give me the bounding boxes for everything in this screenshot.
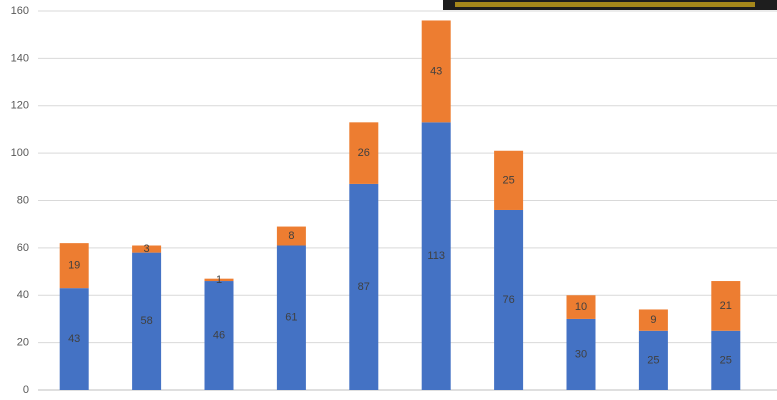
- data-label: 58: [140, 315, 152, 327]
- y-tick-label: 140: [11, 52, 29, 64]
- bar-segment: [59, 243, 89, 289]
- data-label: 46: [213, 329, 225, 341]
- bar-segment: [711, 281, 741, 331]
- bar-segment: [638, 330, 668, 390]
- bar-segment: [494, 150, 524, 210]
- data-label: 25: [647, 354, 659, 366]
- data-label: 3: [144, 243, 150, 255]
- data-label: 30: [575, 348, 587, 360]
- bar-segment: [349, 122, 379, 184]
- bar-segment: [566, 318, 596, 390]
- bar-segment: [204, 278, 234, 282]
- bar-segment: [204, 281, 234, 390]
- y-tick-label: 160: [11, 5, 29, 17]
- data-label: 8: [288, 230, 294, 242]
- bar-segment: [494, 209, 524, 390]
- bar-segment: [276, 226, 306, 246]
- y-tick-label: 20: [17, 337, 29, 349]
- bar-segment: [421, 20, 451, 123]
- data-label: 1: [216, 274, 222, 286]
- bar-segment: [132, 245, 162, 253]
- data-label: 113: [427, 250, 445, 262]
- y-tick-label: 80: [17, 194, 29, 206]
- data-label: 43: [430, 65, 442, 77]
- y-tick-label: 120: [11, 100, 29, 112]
- bar-segment: [59, 288, 89, 390]
- bar-segment: [566, 295, 596, 319]
- data-label: 19: [68, 260, 80, 272]
- bar-segment: [132, 252, 162, 390]
- y-tick-label: 40: [17, 289, 29, 301]
- data-label: 10: [575, 301, 587, 313]
- data-label: 76: [502, 294, 514, 306]
- data-label: 87: [358, 281, 370, 293]
- data-label: 25: [720, 354, 732, 366]
- data-label: 25: [502, 174, 514, 186]
- bar-segment: [276, 245, 306, 390]
- y-tick-label: 60: [17, 242, 29, 254]
- bar-segment: [711, 330, 741, 390]
- bar-segment: [349, 183, 379, 390]
- bar-segment: [421, 122, 451, 391]
- data-label: 26: [358, 147, 370, 159]
- y-tick-label: 100: [11, 147, 29, 159]
- data-label: 43: [68, 333, 80, 345]
- data-label: 61: [285, 312, 297, 324]
- bar-segment: [638, 309, 668, 331]
- data-label: 21: [720, 300, 732, 312]
- y-tick-label: 0: [23, 384, 29, 396]
- data-label: 9: [650, 314, 656, 326]
- logo-text: [455, 2, 755, 7]
